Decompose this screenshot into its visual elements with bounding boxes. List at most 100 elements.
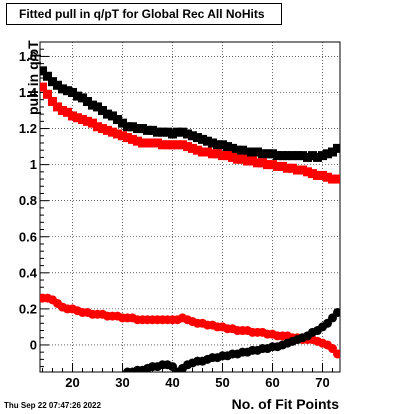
- data-point: [138, 138, 147, 148]
- data-point: [48, 97, 57, 107]
- data-point: [73, 113, 82, 123]
- grid-lines: [40, 42, 340, 372]
- data-point: [258, 158, 267, 168]
- data-point: [328, 174, 337, 184]
- data-point: [283, 163, 292, 173]
- data-point: [218, 151, 227, 161]
- y-axis-label: pull in q/pT: [25, 40, 41, 115]
- data-point: [263, 160, 272, 170]
- data-point: [148, 138, 157, 148]
- chart-title: Fitted pull in q/pT for Global Rec All N…: [6, 3, 282, 25]
- data-point: [288, 151, 297, 161]
- data-point: [198, 147, 207, 157]
- data-point: [333, 174, 340, 184]
- data-point: [83, 97, 92, 107]
- data-point: [133, 136, 142, 146]
- data-point: [233, 154, 242, 164]
- data-point: [53, 80, 62, 90]
- data-point: [113, 129, 122, 139]
- x-tick-label: 50: [215, 375, 229, 390]
- data-point: [228, 143, 237, 153]
- data-point: [213, 149, 222, 159]
- series-2: [40, 293, 340, 359]
- data-point: [243, 147, 252, 157]
- data-point: [158, 140, 167, 150]
- data-point: [323, 172, 332, 182]
- data-point: [298, 151, 307, 161]
- data-point: [148, 125, 157, 135]
- data-point: [43, 71, 52, 81]
- data-point: [273, 151, 282, 161]
- data-point: [143, 138, 152, 148]
- data-point: [268, 149, 277, 159]
- data-point: [213, 140, 222, 150]
- x-axis-label: No. of Fit Points: [231, 396, 339, 412]
- data-point: [243, 156, 252, 166]
- data-point: [278, 161, 287, 171]
- data-point: [98, 106, 107, 116]
- data-point: [40, 82, 47, 92]
- data-point: [253, 147, 262, 157]
- y-tick-label: 1.6: [19, 49, 37, 64]
- data-point: [283, 151, 292, 161]
- y-tick-label: 0.4: [19, 265, 38, 280]
- data-point: [98, 124, 107, 134]
- data-point: [223, 142, 232, 152]
- data-point: [63, 86, 72, 96]
- data-point: [223, 151, 232, 161]
- data-point: [253, 158, 262, 168]
- data-markers: [40, 66, 340, 372]
- data-point: [263, 149, 272, 159]
- data-point: [183, 129, 192, 139]
- data-point: [188, 131, 197, 141]
- series-0: [40, 66, 340, 162]
- data-point: [83, 116, 92, 126]
- y-tick-label: 0.8: [19, 193, 37, 208]
- data-point: [278, 151, 287, 161]
- data-point: [108, 127, 117, 137]
- y-tick-label: 0.2: [19, 301, 37, 316]
- data-point: [168, 140, 177, 150]
- y-tick-label: 0.6: [19, 229, 37, 244]
- data-point: [103, 109, 112, 119]
- data-point: [123, 122, 132, 132]
- data-point: [53, 102, 62, 112]
- data-point: [308, 151, 317, 161]
- data-point: [88, 100, 97, 110]
- data-point: [238, 145, 247, 155]
- data-point: [88, 118, 97, 128]
- data-point: [163, 140, 172, 150]
- data-point: [138, 124, 147, 134]
- data-point: [78, 93, 87, 103]
- x-tick-label: 20: [65, 375, 79, 390]
- data-point: [153, 127, 162, 137]
- data-point: [108, 111, 117, 121]
- data-point: [208, 149, 217, 159]
- series-1: [40, 82, 340, 184]
- data-point: [118, 118, 127, 128]
- data-point: [233, 145, 242, 155]
- data-point: [118, 131, 127, 141]
- plot-frame: [39, 41, 341, 373]
- y-tick-label: 1: [30, 157, 37, 172]
- data-point: [293, 165, 302, 175]
- data-point: [153, 138, 162, 148]
- y-tick-label: 1.4: [19, 85, 38, 100]
- data-point: [268, 160, 277, 170]
- data-point: [193, 133, 202, 143]
- y-tick-label: 0: [30, 337, 37, 352]
- data-point: [208, 138, 217, 148]
- data-point: [48, 77, 57, 87]
- x-tick-label: 60: [265, 375, 279, 390]
- data-point: [168, 129, 177, 139]
- data-point: [313, 170, 322, 180]
- data-point: [73, 91, 82, 101]
- data-point: [78, 115, 87, 125]
- y-tick-label: 1.2: [19, 121, 37, 136]
- data-point: [128, 134, 137, 144]
- data-point: [333, 349, 340, 359]
- data-point: [40, 66, 47, 76]
- data-point: [183, 142, 192, 152]
- data-point: [188, 143, 197, 153]
- axis-ticks: 20 30 40 50 60 70 0 0.2 0.4 0.6 0.8 1 1.2 1.4 1.6: [19, 41, 333, 390]
